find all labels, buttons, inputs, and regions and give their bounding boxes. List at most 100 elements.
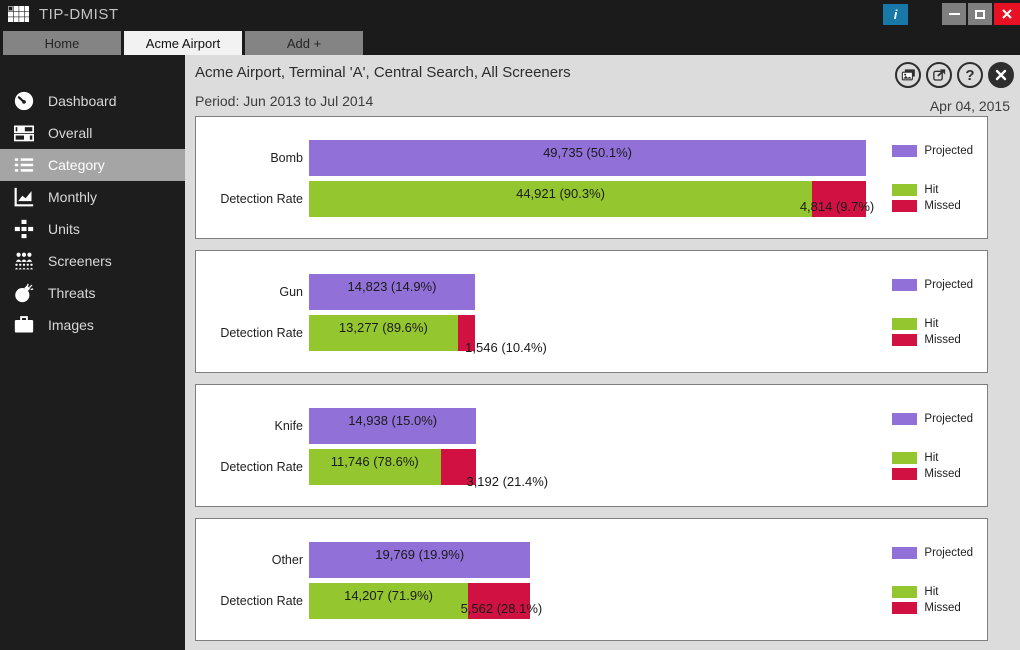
category-label: Knife	[274, 419, 304, 433]
tab-add[interactable]: Add +	[245, 31, 363, 55]
hit-value-label: 13,277 (89.6%)	[338, 320, 428, 335]
briefcase-icon	[12, 314, 36, 336]
missed-swatch	[892, 334, 918, 346]
detection-rate-label: Detection Rate	[220, 192, 303, 206]
hit-value-label: 11,746 (78.6%)	[330, 454, 419, 469]
app-grid-icon	[8, 6, 29, 22]
sliders-icon	[12, 122, 36, 144]
sidebar-item-label: Images	[48, 317, 94, 333]
missed-value-label: 1,546 (10.4%)	[465, 340, 547, 355]
people-icon	[12, 250, 36, 272]
sidebar-item-overall[interactable]: Overall	[0, 117, 185, 149]
missed-swatch	[892, 602, 918, 614]
detection-plot: 13,277 (89.6%) 1,546 (10.4%)	[309, 315, 981, 355]
sidebar-item-label: Overall	[48, 125, 93, 141]
sidebar-item-monthly[interactable]: Monthly	[0, 181, 185, 213]
sidebar-item-screeners[interactable]: Screeners	[0, 245, 185, 277]
sidebar-item-category[interactable]: Category	[0, 149, 185, 181]
detection-plot: 11,746 (78.6%) 3,192 (21.4%)	[309, 449, 981, 489]
detection-plot: 14,207 (71.9%) 5,562 (28.1%)	[309, 583, 981, 619]
projected-swatch	[892, 413, 918, 425]
missed-bar	[812, 181, 867, 217]
tab-bar: Home Acme Airport Add +	[0, 28, 1020, 55]
category-panel: Bomb 49,735 (50.1%) Detection Rate 44,92…	[195, 116, 988, 239]
detection-rate-label: Detection Rate	[220, 460, 303, 474]
export-icon	[932, 69, 945, 81]
hit-swatch	[892, 452, 918, 464]
projected-swatch	[892, 145, 918, 157]
projected-swatch	[892, 547, 918, 559]
hit-swatch	[892, 184, 918, 196]
legend-hit-label: Hit	[924, 452, 939, 464]
legend-missed-label: Missed	[924, 602, 961, 614]
info-button[interactable]: i	[883, 3, 908, 25]
category-label: Bomb	[270, 151, 303, 165]
category-label: Other	[271, 553, 303, 567]
projected-plot: 49,735 (50.1%)	[309, 140, 981, 176]
list-icon	[12, 154, 36, 176]
legend-projected-label: Projected	[924, 547, 973, 559]
line-chart-icon	[12, 186, 36, 208]
sidebar-item-label: Screeners	[48, 253, 112, 269]
category-label: Gun	[279, 285, 303, 299]
projected-swatch	[892, 279, 918, 291]
projected-value-label: 49,735 (50.1%)	[543, 145, 632, 160]
period-label: Period: Jun 2013 to Jul 2014	[195, 93, 374, 109]
legend-projected-label: Projected	[924, 145, 973, 157]
legend-missed-label: Missed	[924, 334, 961, 346]
sidebar-item-threats[interactable]: Threats	[0, 277, 185, 309]
legend-hit-label: Hit	[924, 184, 939, 196]
hit-value-label: 14,207 (71.9%)	[344, 588, 433, 603]
maximize-button[interactable]	[968, 3, 992, 25]
images-button[interactable]	[895, 62, 921, 88]
legend-hit-label: Hit	[924, 318, 939, 330]
help-button[interactable]: ?	[957, 62, 983, 88]
hit-value-label: 44,921 (90.3%)	[516, 186, 605, 201]
projected-value-label: 14,823 (14.9%)	[347, 279, 437, 294]
sidebar-item-dashboard[interactable]: Dashboard	[0, 85, 185, 117]
legend: Projected Hit Missed	[892, 413, 973, 480]
legend-hit-label: Hit	[924, 586, 939, 598]
legend-missed-label: Missed	[924, 200, 961, 212]
missed-bar	[440, 449, 477, 485]
sidebar-item-label: Category	[48, 157, 105, 173]
close-icon	[1002, 9, 1012, 19]
images-icon	[901, 69, 915, 81]
sidebar: Dashboard Overall Category Monthly Units	[0, 55, 185, 650]
missed-value-label: 3,192 (21.4%)	[466, 474, 549, 489]
sidebar-item-units[interactable]: Units	[0, 213, 185, 245]
sidebar-item-images[interactable]: Images	[0, 309, 185, 341]
sidebar-item-label: Dashboard	[48, 93, 117, 109]
missed-swatch	[892, 200, 918, 212]
hit-bar: 14,207 (71.9%)	[309, 583, 469, 619]
sidebar-item-label: Units	[48, 221, 80, 237]
bomb-icon	[12, 282, 36, 304]
category-panel: Gun 14,823 (14.9%) Detection Rate 13,277…	[195, 250, 988, 373]
tab-home[interactable]: Home	[3, 31, 121, 55]
projected-plot: 14,823 (14.9%)	[309, 274, 981, 310]
projected-bar: 49,735 (50.1%)	[309, 140, 867, 176]
legend-missed-label: Missed	[924, 468, 961, 480]
projected-bar: 14,938 (15.0%)	[309, 408, 477, 444]
report-content: Acme Airport, Terminal 'A', Central Sear…	[185, 55, 1020, 650]
sitemap-icon	[12, 218, 36, 240]
report-date: Apr 04, 2015	[929, 98, 1010, 114]
title-bar: TIP-DMIST i	[0, 0, 1020, 28]
legend-projected-label: Projected	[924, 279, 973, 291]
hit-swatch	[892, 318, 918, 330]
legend: Projected Hit Missed	[892, 145, 973, 212]
close-report-button[interactable]	[988, 62, 1014, 88]
missed-bar	[457, 315, 475, 351]
tab-acme-airport[interactable]: Acme Airport	[124, 31, 242, 55]
category-panel: Other 19,769 (19.9%) Detection Rate 14,2…	[195, 518, 988, 641]
minimize-button[interactable]	[942, 3, 966, 25]
export-button[interactable]	[926, 62, 952, 88]
page-title: Acme Airport, Terminal 'A', Central Sear…	[195, 64, 571, 81]
hit-bar: 44,921 (90.3%)	[309, 181, 813, 217]
maximize-icon	[975, 9, 985, 19]
sidebar-item-label: Threats	[48, 285, 96, 301]
projected-bar: 19,769 (19.9%)	[309, 542, 531, 578]
close-window-button[interactable]	[994, 3, 1020, 25]
panels: Bomb 49,735 (50.1%) Detection Rate 44,92…	[195, 116, 988, 641]
projected-bar: 14,823 (14.9%)	[309, 274, 476, 310]
